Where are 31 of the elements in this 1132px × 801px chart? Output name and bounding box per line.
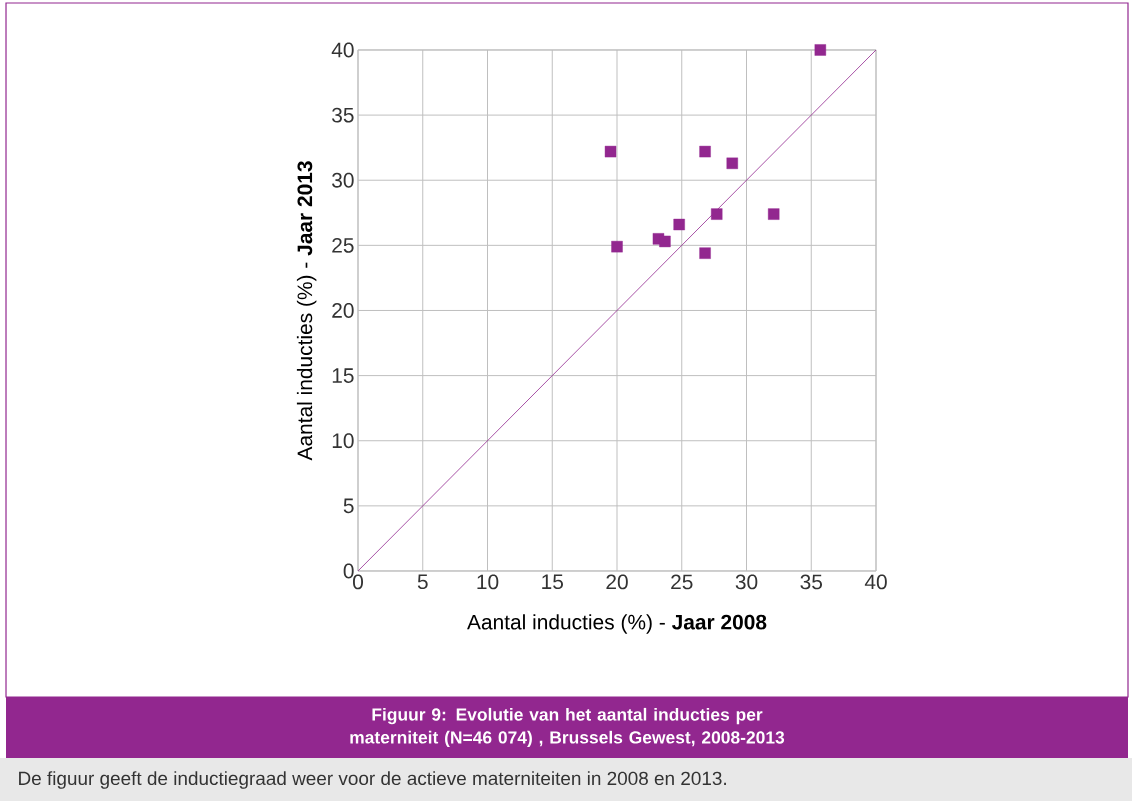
x-axis-title: Aantal inducties (%) - Jaar 2008: [467, 614, 767, 634]
y-tick-label: 25: [332, 237, 354, 253]
y-tick-label: 40: [331, 42, 354, 58]
y-tick-label: 35: [332, 107, 354, 123]
y-tick-label: 5: [343, 498, 354, 514]
x-tick-label: 10: [477, 574, 499, 590]
point: [659, 235, 671, 248]
y-tick-label: 0: [343, 563, 354, 579]
point: [604, 145, 617, 158]
x-tick-label: 20: [606, 574, 628, 590]
y-axis-title: Aantal inducties (%) - Jaar 2013: [296, 161, 317, 461]
point: [768, 208, 780, 220]
text: De figuur geeft de inductiegraad weer voor de actieve materniteiten in 2008 en 2013.: [19, 771, 726, 789]
point: [726, 157, 738, 169]
y-tick-label: 30: [332, 172, 354, 188]
x-tick-label: 25: [671, 574, 693, 590]
point: [611, 240, 623, 253]
point: [814, 44, 827, 56]
x-tick-label: 30: [735, 574, 758, 590]
x-tick-label: 35: [800, 574, 823, 590]
text: Figuur 9: Evolutie van het aantal inducties per materniteit (N=46 074) , Brussels Gewest, 2008-2013: [350, 707, 785, 748]
point: [673, 218, 685, 231]
y-tick-label: 10: [332, 433, 354, 449]
x-tick-label: 5: [417, 574, 428, 590]
y-tick-label: 20: [332, 303, 354, 318]
point: [699, 247, 711, 259]
x-tick-label: 40: [864, 574, 887, 590]
point: [711, 208, 723, 220]
y-tick-label: 15: [332, 368, 354, 383]
point: [699, 145, 711, 158]
x-tick-label: 15: [542, 574, 564, 590]
